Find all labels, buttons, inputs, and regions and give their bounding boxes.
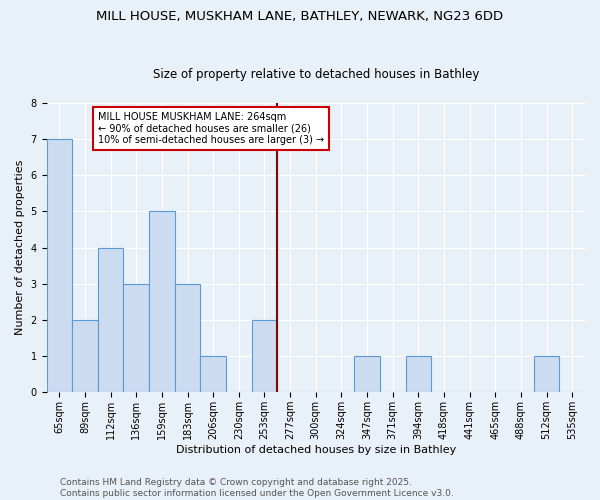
Bar bbox=[534, 356, 559, 393]
Bar bbox=[98, 248, 124, 392]
Bar bbox=[72, 320, 98, 392]
Y-axis label: Number of detached properties: Number of detached properties bbox=[15, 160, 25, 336]
Bar bbox=[251, 320, 277, 392]
Bar bbox=[200, 356, 226, 393]
Text: Contains HM Land Registry data © Crown copyright and database right 2025.
Contai: Contains HM Land Registry data © Crown c… bbox=[60, 478, 454, 498]
Bar bbox=[406, 356, 431, 393]
Bar bbox=[149, 212, 175, 392]
Title: Size of property relative to detached houses in Bathley: Size of property relative to detached ho… bbox=[152, 68, 479, 81]
Bar bbox=[47, 139, 72, 392]
Bar bbox=[175, 284, 200, 393]
Bar bbox=[124, 284, 149, 393]
Bar bbox=[354, 356, 380, 393]
X-axis label: Distribution of detached houses by size in Bathley: Distribution of detached houses by size … bbox=[176, 445, 456, 455]
Text: MILL HOUSE, MUSKHAM LANE, BATHLEY, NEWARK, NG23 6DD: MILL HOUSE, MUSKHAM LANE, BATHLEY, NEWAR… bbox=[97, 10, 503, 23]
Text: MILL HOUSE MUSKHAM LANE: 264sqm
← 90% of detached houses are smaller (26)
10% of: MILL HOUSE MUSKHAM LANE: 264sqm ← 90% of… bbox=[98, 112, 324, 145]
